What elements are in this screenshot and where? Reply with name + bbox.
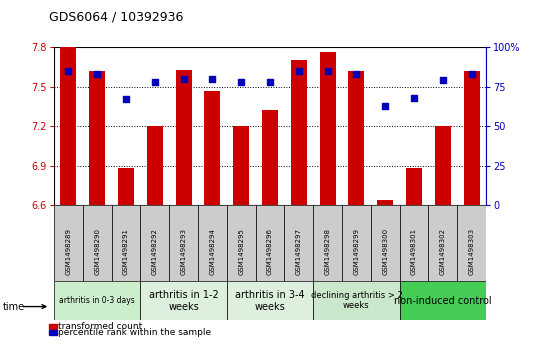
Bar <box>147 126 163 205</box>
Text: non-induced control: non-induced control <box>394 296 491 306</box>
Bar <box>377 200 393 205</box>
Point <box>352 71 361 77</box>
Bar <box>233 126 249 205</box>
Point <box>323 68 332 74</box>
Point <box>122 97 130 102</box>
Point <box>410 95 418 101</box>
Bar <box>227 281 313 320</box>
Point <box>237 79 246 85</box>
Text: GSM1498299: GSM1498299 <box>353 228 360 275</box>
Bar <box>227 205 255 281</box>
Bar <box>262 110 278 205</box>
Text: GSM1498296: GSM1498296 <box>267 228 273 275</box>
Bar <box>54 205 83 281</box>
Text: percentile rank within the sample: percentile rank within the sample <box>58 328 211 337</box>
Bar <box>464 71 480 205</box>
Bar <box>400 281 486 320</box>
Text: GSM1498300: GSM1498300 <box>382 228 388 275</box>
Text: time: time <box>3 302 25 311</box>
Text: GSM1498303: GSM1498303 <box>469 228 475 275</box>
Bar <box>205 91 220 205</box>
Bar <box>83 205 112 281</box>
Text: GSM1498297: GSM1498297 <box>296 228 302 275</box>
Text: arthritis in 3-4
weeks: arthritis in 3-4 weeks <box>235 290 305 311</box>
Point <box>381 103 389 109</box>
Bar <box>348 71 364 205</box>
Text: GSM1498298: GSM1498298 <box>325 228 330 275</box>
Text: GSM1498295: GSM1498295 <box>238 228 244 275</box>
Text: GSM1498301: GSM1498301 <box>411 228 417 275</box>
Bar <box>140 205 169 281</box>
Text: GSM1498302: GSM1498302 <box>440 228 446 275</box>
Bar <box>313 205 342 281</box>
Bar <box>169 205 198 281</box>
Point <box>208 76 217 82</box>
Point <box>438 77 447 83</box>
Bar <box>435 126 451 205</box>
Text: GDS6064 / 10392936: GDS6064 / 10392936 <box>49 11 183 24</box>
Bar <box>176 70 192 205</box>
Text: GSM1498294: GSM1498294 <box>210 228 215 275</box>
Text: GSM1498292: GSM1498292 <box>152 228 158 275</box>
Text: GSM1498289: GSM1498289 <box>65 228 71 275</box>
Bar <box>320 53 335 205</box>
Text: transformed count: transformed count <box>58 322 143 331</box>
Bar <box>112 205 140 281</box>
Bar <box>342 205 371 281</box>
Bar <box>140 281 227 320</box>
Bar <box>428 205 457 281</box>
Text: arthritis in 1-2
weeks: arthritis in 1-2 weeks <box>148 290 219 311</box>
Point <box>467 71 476 77</box>
Bar <box>285 205 313 281</box>
Bar <box>89 71 105 205</box>
Text: arthritis in 0-3 days: arthritis in 0-3 days <box>59 296 135 305</box>
Point <box>151 79 159 85</box>
Point <box>93 71 102 77</box>
Bar <box>54 281 140 320</box>
Bar <box>118 168 134 205</box>
Bar <box>291 60 307 205</box>
Bar <box>406 168 422 205</box>
Bar <box>255 205 285 281</box>
Point <box>294 68 303 74</box>
Text: GSM1498290: GSM1498290 <box>94 228 100 275</box>
Bar <box>198 205 227 281</box>
Point <box>266 79 274 85</box>
Text: declining arthritis > 2
weeks: declining arthritis > 2 weeks <box>310 291 402 310</box>
Bar <box>313 281 400 320</box>
Text: GSM1498293: GSM1498293 <box>180 228 187 275</box>
Text: GSM1498291: GSM1498291 <box>123 228 129 275</box>
Bar <box>400 205 428 281</box>
Point <box>179 76 188 82</box>
Bar <box>457 205 486 281</box>
Bar <box>60 47 76 205</box>
Point <box>64 68 73 74</box>
Bar <box>371 205 400 281</box>
